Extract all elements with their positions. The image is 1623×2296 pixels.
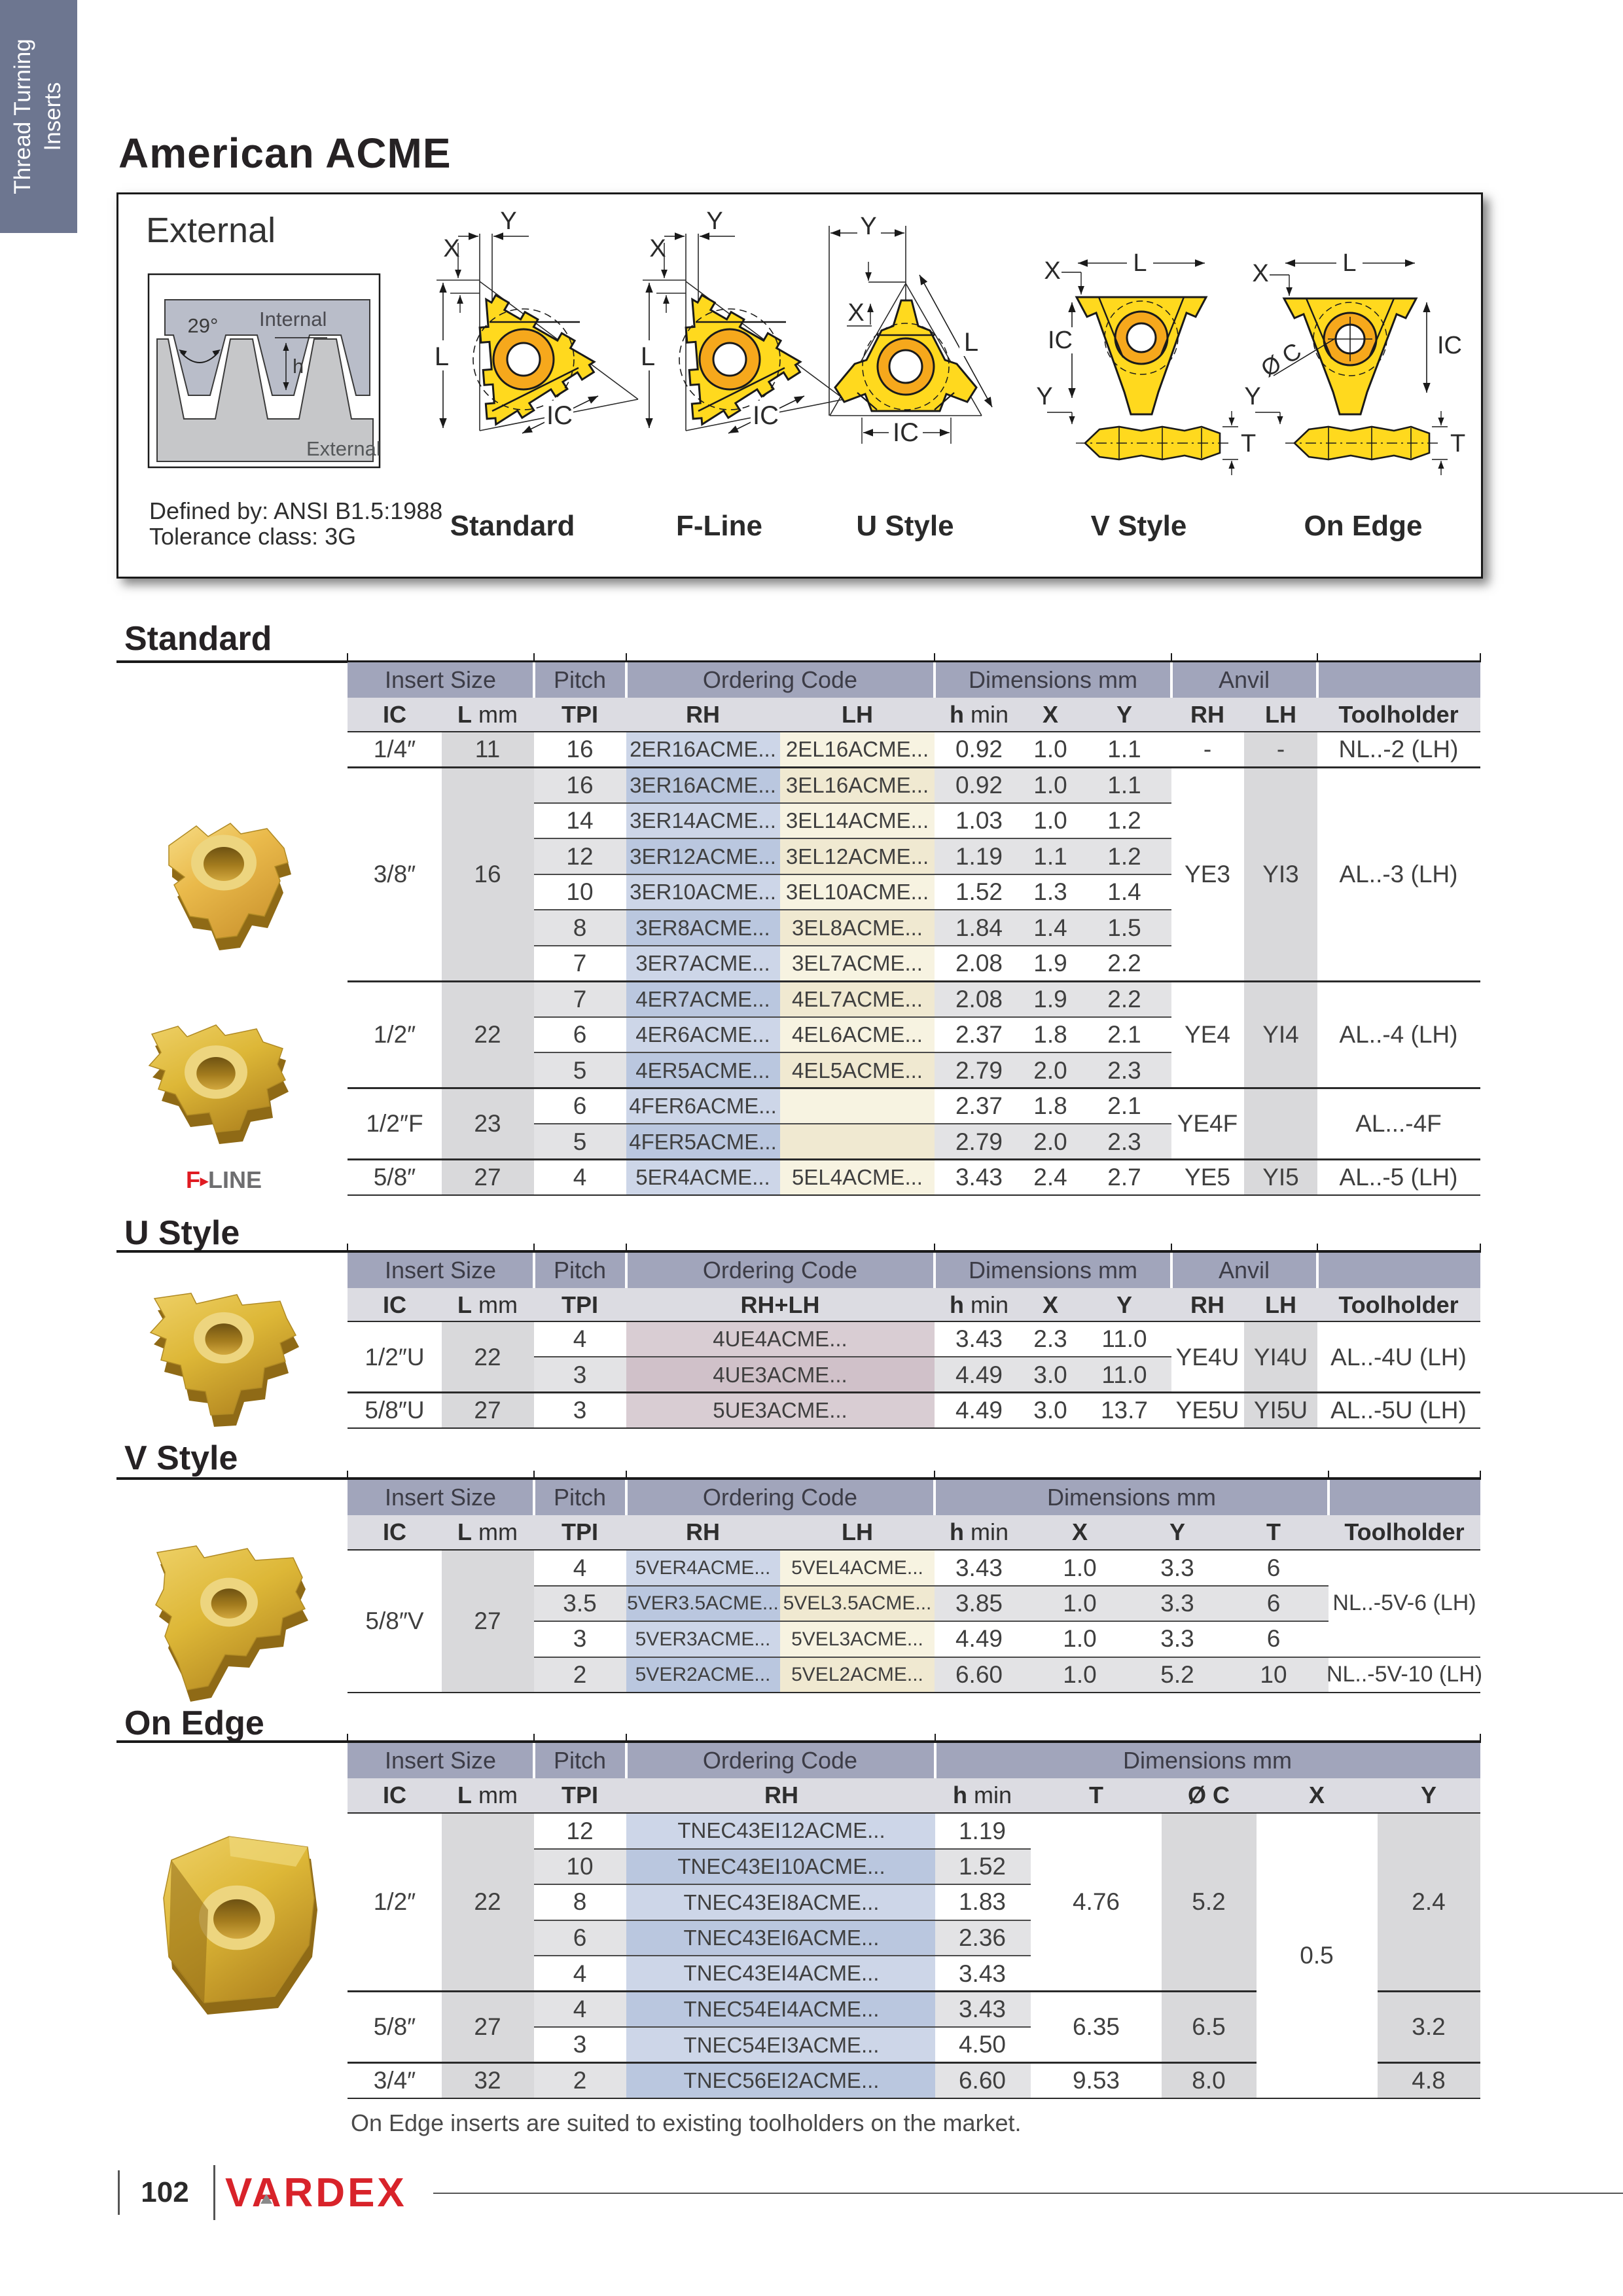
svg-text:L: L [641,342,655,371]
svg-text:Y: Y [860,213,876,240]
svg-text:External: External [306,437,381,460]
svg-text:IC: IC [893,418,919,447]
svg-text:IC: IC [1437,332,1462,359]
svg-text:L: L [964,328,978,357]
svg-text:On Edge: On Edge [1304,510,1423,542]
svg-text:IC: IC [753,401,779,430]
svg-text:IC: IC [546,401,573,430]
svg-text:L: L [1342,249,1356,277]
svg-text:Y: Y [1036,383,1052,410]
svg-text:Internal: Internal [259,308,327,331]
svg-text:Y: Y [706,207,722,235]
svg-text:Ø C: Ø C [1256,337,1306,382]
svg-text:X: X [847,299,864,327]
svg-text:VARDEX: VARDEX [225,2170,407,2215]
svg-text:L: L [1133,249,1147,277]
svg-text:V Style: V Style [1091,510,1187,542]
svg-text:X: X [1252,260,1268,287]
svg-text:Y: Y [500,207,516,235]
svg-text:h: h [293,355,304,378]
svg-text:Y: Y [1244,383,1260,410]
svg-text:X: X [443,235,459,262]
svg-text:U Style: U Style [856,510,954,542]
svg-text:IC: IC [1048,327,1073,354]
svg-text:X: X [1044,257,1060,285]
svg-text:X: X [649,235,666,262]
svg-text:L: L [435,342,449,371]
svg-text:29°: 29° [188,314,219,337]
svg-text:Standard: Standard [450,510,575,542]
svg-text:F-Line: F-Line [676,510,762,542]
svg-text:T: T [1241,430,1256,457]
svg-text:T: T [1450,430,1465,457]
